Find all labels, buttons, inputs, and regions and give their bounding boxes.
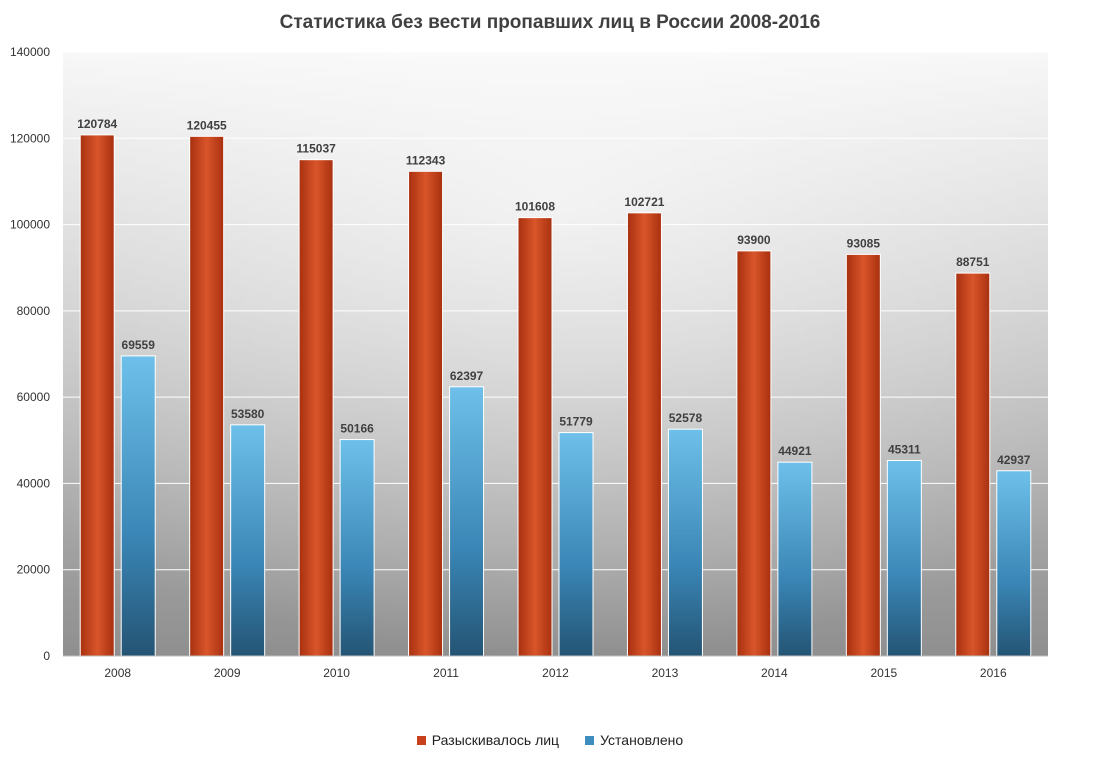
data-label-found: 45311 (888, 443, 921, 457)
x-tick-label: 2010 (323, 666, 350, 680)
x-tick-label: 2015 (870, 666, 897, 680)
x-tick-label: 2009 (214, 666, 241, 680)
bar-found (667, 428, 703, 657)
legend-label-found: Установлено (600, 732, 684, 748)
x-tick-label: 2011 (433, 666, 459, 680)
data-label-searched: 88751 (956, 255, 990, 269)
data-label-searched: 120784 (77, 117, 117, 131)
data-label-found: 62397 (450, 369, 484, 383)
bar-found (777, 461, 813, 657)
bar-searched (408, 170, 444, 657)
bar-found (449, 386, 485, 657)
y-tick-label: 80000 (17, 304, 51, 318)
bar-searched (845, 253, 881, 657)
grid-layer (63, 51, 1048, 571)
data-label-searched: 120455 (187, 118, 227, 132)
data-label-found: 50166 (340, 422, 374, 436)
data-label-found: 44921 (778, 444, 812, 458)
data-label-found: 51779 (559, 415, 593, 429)
data-label-searched: 101608 (515, 200, 555, 214)
data-label-found: 69559 (122, 338, 156, 352)
bar-searched (955, 272, 991, 657)
labels-layer: 120784 69559 120455 53580 115037 50166 112343 6… (77, 117, 1031, 467)
x-tick-label: 2008 (104, 666, 131, 680)
bar-found (120, 355, 156, 657)
x-tick-label: 2012 (542, 666, 569, 680)
bar-searched (626, 212, 662, 657)
data-label-searched: 93085 (847, 236, 881, 250)
y-tick-label: 20000 (17, 563, 51, 577)
bar-searched (517, 217, 553, 657)
axis-layer: 0 20000 40000 60000 80000 100000 120000 140000 2… (10, 45, 1048, 680)
data-label-searched: 93900 (737, 233, 771, 247)
data-label-searched: 115037 (296, 142, 336, 156)
y-tick-label: 120000 (10, 131, 50, 145)
plot-area-glow (63, 52, 1048, 656)
data-label-found: 42937 (997, 453, 1031, 467)
x-tick-label: 2016 (980, 666, 1007, 680)
legend: Разыскивалось лиц Установлено (0, 732, 1100, 748)
bar-searched (298, 159, 334, 657)
bar-chart: 120784 69559 120455 53580 115037 50166 112343 6… (10, 45, 1048, 680)
data-label-found: 52578 (669, 411, 703, 425)
legend-swatch-searched (416, 735, 426, 745)
y-tick-label: 40000 (17, 476, 51, 490)
chart-title: Статистика без вести пропавших лиц в Рос… (279, 12, 821, 33)
data-label-found: 53580 (231, 407, 265, 421)
bar-searched (189, 135, 225, 657)
legend-item-searched: Разыскивалось лиц (416, 732, 560, 748)
bar-found (996, 470, 1032, 657)
data-label-searched: 112343 (406, 153, 446, 167)
data-label-searched: 102721 (624, 195, 664, 209)
bar-searched (79, 134, 115, 657)
x-tick-label: 2014 (761, 666, 788, 680)
bar-found (558, 432, 594, 657)
legend-swatch-found (585, 735, 595, 745)
bar-found (230, 424, 266, 657)
bar-found (339, 439, 375, 657)
y-tick-label: 140000 (10, 45, 50, 59)
x-tick-label: 2013 (652, 666, 679, 680)
legend-item-found: Установлено (585, 732, 683, 748)
y-tick-label: 60000 (17, 390, 51, 404)
y-tick-label: 100000 (10, 218, 50, 232)
bars-layer (79, 134, 1032, 657)
y-tick-label: 0 (43, 649, 50, 663)
legend-label-searched: Разыскивалось лиц (431, 732, 560, 748)
bar-searched (736, 250, 772, 657)
bar-found (886, 460, 922, 657)
